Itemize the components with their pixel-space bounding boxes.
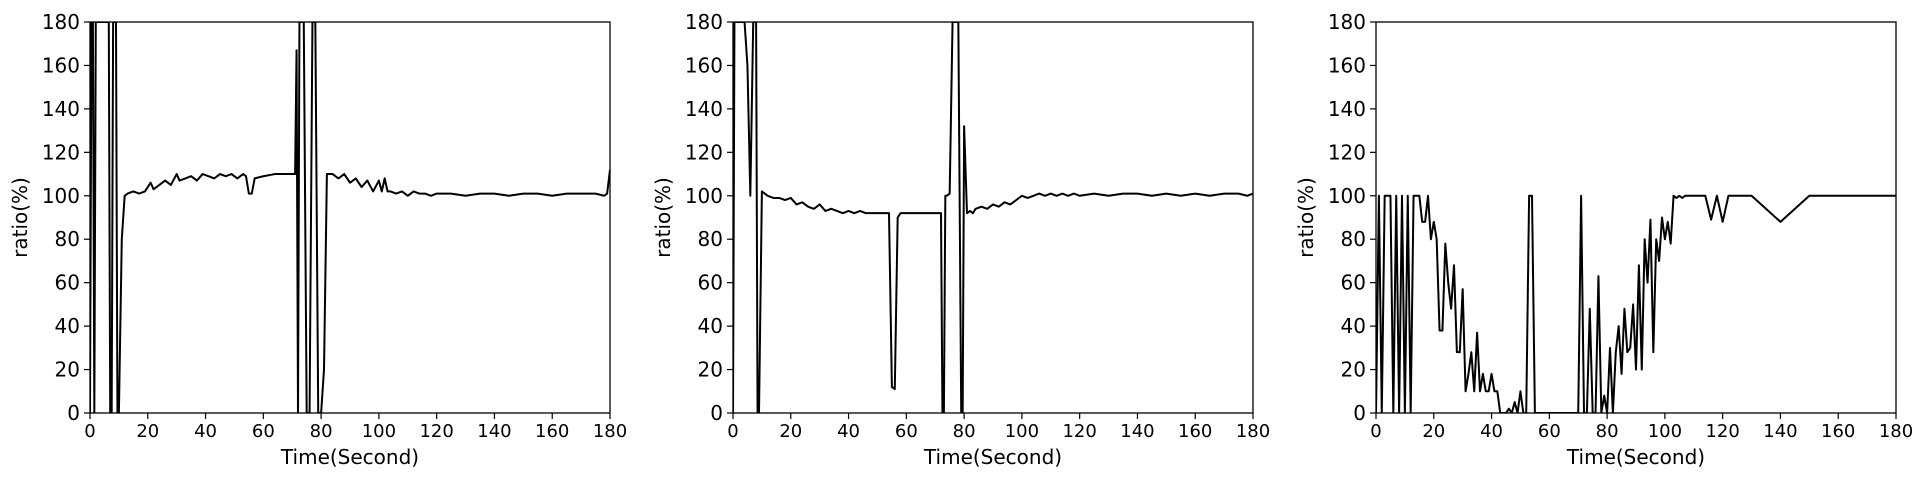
series-line-1 — [733, 22, 1253, 413]
x-axis-label: Time(Second) — [280, 445, 419, 469]
series-line-1 — [90, 22, 610, 413]
x-tick-label: 40 — [194, 421, 217, 442]
x-tick-label: 60 — [252, 421, 275, 442]
y-tick-label: 140 — [685, 97, 723, 121]
x-tick-label: 80 — [310, 421, 333, 442]
y-tick-label: 100 — [685, 184, 723, 208]
x-tick-label: 80 — [1596, 421, 1619, 442]
y-tick-label: 60 — [698, 271, 723, 295]
y-tick-label: 20 — [55, 358, 80, 382]
x-tick-label: 140 — [1120, 421, 1154, 442]
y-tick-label: 120 — [685, 140, 723, 164]
y-tick-label: 140 — [42, 97, 80, 121]
y-tick-label: 80 — [55, 227, 80, 251]
x-tick-label: 0 — [84, 421, 95, 442]
y-tick-label: 20 — [698, 358, 723, 382]
x-tick-label: 140 — [1763, 421, 1797, 442]
y-tick-label: 40 — [698, 314, 723, 338]
y-tick-label: 0 — [1353, 401, 1366, 425]
x-tick-label: 120 — [1705, 421, 1739, 442]
x-tick-label: 40 — [837, 421, 860, 442]
x-tick-label: 20 — [136, 421, 159, 442]
y-axis-label: ratio(%) — [651, 177, 675, 258]
y-tick-label: 120 — [42, 140, 80, 164]
x-tick-label: 180 — [593, 421, 627, 442]
x-tick-label: 160 — [1821, 421, 1855, 442]
x-tick-label: 160 — [535, 421, 569, 442]
y-tick-label: 180 — [685, 10, 723, 34]
x-tick-label: 40 — [1480, 421, 1503, 442]
x-tick-label: 100 — [1648, 421, 1682, 442]
y-tick-label: 180 — [1328, 10, 1366, 34]
y-tick-label: 40 — [55, 314, 80, 338]
y-tick-label: 160 — [685, 53, 723, 77]
chart-panel-3: 0 20 40 60 80 100 120 140 160 180 0 20 40 60 80 100 120 1… — [1294, 10, 1913, 469]
x-tick-label: 120 — [419, 421, 453, 442]
y-tick-label: 120 — [1328, 140, 1366, 164]
plot-frame — [732, 21, 1254, 414]
x-tick-label: 100 — [1005, 421, 1039, 442]
x-axis-label: Time(Second) — [923, 445, 1062, 469]
x-tick-label: 60 — [895, 421, 918, 442]
x-tick-label: 80 — [953, 421, 976, 442]
y-tick-label: 60 — [55, 271, 80, 295]
y-tick-label: 180 — [42, 10, 80, 34]
y-axis-label: ratio(%) — [8, 177, 32, 258]
series-line-1 — [1376, 194, 1896, 413]
y-tick-label: 80 — [698, 227, 723, 251]
y-tick-label: 0 — [67, 401, 80, 425]
chart-panel-2: 0 20 40 60 80 100 120 140 160 180 0 20 40 60 80 100 120 1… — [651, 10, 1270, 469]
x-tick-label: 180 — [1236, 421, 1270, 442]
x-tick-label: 0 — [1370, 421, 1381, 442]
y-tick-label: 100 — [1328, 184, 1366, 208]
y-tick-label: 100 — [42, 184, 80, 208]
x-axis-label: Time(Second) — [1566, 445, 1705, 469]
y-tick-label: 20 — [1341, 358, 1366, 382]
x-tick-label: 120 — [1062, 421, 1096, 442]
y-axis-label: ratio(%) — [1294, 177, 1318, 258]
y-tick-label: 0 — [710, 401, 723, 425]
x-tick-label: 20 — [779, 421, 802, 442]
chart-panel-1: 0 20 40 60 80 100 120 140 160 180 0 20 40 60 80 100 120 1… — [8, 10, 627, 469]
y-tick-label: 140 — [1328, 97, 1366, 121]
y-tick-label: 160 — [1328, 53, 1366, 77]
x-tick-label: 60 — [1538, 421, 1561, 442]
x-tick-label: 100 — [362, 421, 396, 442]
plot-frame — [1375, 21, 1897, 414]
y-tick-label: 160 — [42, 53, 80, 77]
x-tick-label: 180 — [1879, 421, 1913, 442]
y-tick-label: 60 — [1341, 271, 1366, 295]
x-tick-label: 140 — [477, 421, 511, 442]
y-tick-label: 80 — [1341, 227, 1366, 251]
x-tick-label: 160 — [1178, 421, 1212, 442]
x-tick-label: 20 — [1422, 421, 1445, 442]
y-tick-label: 40 — [1341, 314, 1366, 338]
x-tick-label: 0 — [727, 421, 738, 442]
plot-frame — [89, 21, 611, 414]
